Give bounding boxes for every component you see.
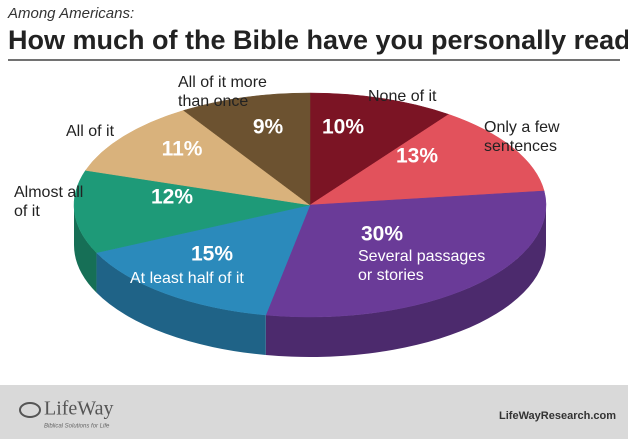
tagline: Biblical Solutions for Life bbox=[44, 424, 110, 430]
chart-title: How much of the Bible have you personall… bbox=[8, 25, 628, 55]
slice bbox=[182, 92, 311, 206]
category-label: Several passages or stories bbox=[358, 248, 486, 284]
value-label: 15% bbox=[191, 243, 233, 266]
footer-band bbox=[0, 385, 628, 439]
subtitle: Among Americans: bbox=[7, 5, 134, 22]
value-label: 9% bbox=[253, 116, 284, 139]
category-label: None of it bbox=[368, 88, 437, 105]
value-label: 30% bbox=[361, 223, 403, 246]
category-label: At least half of it bbox=[130, 270, 244, 287]
value-label: 12% bbox=[151, 186, 193, 209]
category-label: All of it bbox=[66, 123, 115, 140]
url: LifeWayResearch.com bbox=[499, 410, 616, 422]
slice bbox=[73, 170, 311, 253]
slice bbox=[309, 114, 545, 206]
logo-icon bbox=[19, 402, 41, 418]
category-label: Only a few sentences bbox=[484, 119, 560, 155]
slice bbox=[85, 110, 311, 206]
value-label: 13% bbox=[396, 145, 438, 168]
category-label: Almost all of it bbox=[14, 184, 84, 220]
slice bbox=[309, 92, 450, 206]
slice-side bbox=[265, 205, 546, 357]
pie: 10% 13% 30% 15% 12% 11% 9% bbox=[73, 92, 547, 357]
value-label: 11% bbox=[162, 138, 203, 161]
value-label: 10% bbox=[322, 116, 364, 139]
logo: LifeWay bbox=[44, 398, 113, 420]
slice-side bbox=[74, 205, 97, 293]
slice bbox=[95, 204, 311, 316]
category-label: All of it more than once bbox=[178, 74, 267, 110]
slice-side bbox=[96, 252, 266, 356]
slice bbox=[265, 190, 547, 318]
